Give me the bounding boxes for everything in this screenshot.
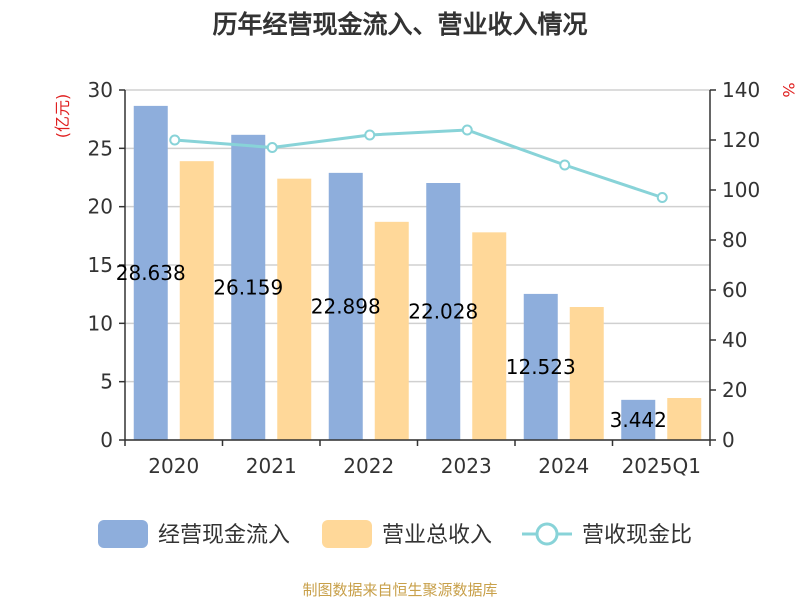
bar-data-label: 12.523 — [506, 355, 576, 379]
bar-revenue — [277, 178, 312, 440]
legend-swatch-cash-inflow — [98, 520, 148, 548]
right-tick-label: 80 — [722, 228, 747, 252]
legend-swatch-revenue — [322, 520, 372, 548]
bar-data-label: 22.898 — [311, 294, 381, 318]
legend-label-ratio: 营收现金比 — [582, 523, 692, 548]
legend: 经营现金流入 营业总收入 营收现金比 — [98, 520, 692, 548]
grid-lines — [125, 89, 710, 441]
bar-cash-inflow — [231, 134, 266, 441]
chart-title: 历年经营现金流入、营业收入情况 — [212, 10, 587, 39]
bar-revenue — [667, 398, 702, 440]
data-source-note: 制图数据来自恒生聚源数据库 — [302, 581, 497, 599]
bar-cash-inflow — [523, 293, 558, 440]
ratio-point — [169, 134, 181, 146]
left-tick-label: 10 — [88, 311, 113, 335]
left-tick-label: 5 — [100, 370, 113, 394]
left-tick-label: 20 — [88, 195, 113, 219]
bar-cash-inflow — [328, 172, 363, 440]
x-tick-label: 2023 — [441, 454, 492, 478]
legend-label-cash-inflow: 经营现金流入 — [158, 523, 290, 548]
right-tick-label: 20 — [722, 378, 747, 402]
right-tick-label: 120 — [722, 128, 760, 152]
right-axis-unit: % — [779, 82, 798, 97]
ratio-line-series — [169, 124, 668, 203]
left-axis-ticks: 0 5 10 15 20 25 30 — [88, 78, 125, 452]
bar-cash-inflow — [426, 183, 461, 441]
left-tick-label: 30 — [88, 78, 113, 102]
right-tick-label: 140 — [722, 78, 760, 102]
bar-cash-inflow — [621, 399, 656, 440]
ratio-point — [364, 129, 376, 141]
x-axis-ticks: 2020 2021 2022 2023 2024 2025Q1 — [124, 440, 711, 478]
right-tick-label: 40 — [722, 328, 747, 352]
left-tick-label: 15 — [88, 253, 113, 277]
bar-revenue — [472, 232, 507, 440]
ratio-point — [266, 142, 278, 153]
bar-data-label: 22.028 — [408, 300, 478, 324]
right-tick-label: 100 — [722, 178, 760, 202]
x-tick-label: 2024 — [538, 454, 589, 478]
left-tick-label: 25 — [88, 136, 113, 160]
x-tick-label: 2021 — [246, 454, 297, 478]
x-tick-label: 2020 — [148, 454, 199, 478]
bar-data-label: 3.442 — [610, 408, 667, 432]
ratio-point — [656, 192, 668, 203]
bar-revenue — [374, 221, 409, 440]
bar-revenue — [179, 161, 214, 440]
bar-revenue — [569, 307, 604, 440]
x-tick-label: 2022 — [343, 454, 394, 478]
bar-data-label: 28.638 — [116, 261, 186, 285]
bars — [133, 105, 702, 441]
right-tick-label: 60 — [722, 278, 747, 302]
ratio-point — [461, 124, 473, 136]
left-tick-label: 0 — [100, 428, 113, 452]
right-tick-label: 0 — [722, 428, 735, 452]
data-labels: 28.638 26.159 22.898 22.028 12.523 3.442 — [116, 261, 667, 432]
right-axis-ticks: 0 20 40 60 80 100 120 140 — [710, 78, 760, 452]
ratio-point — [559, 159, 571, 171]
legend-swatch-ratio-marker — [535, 522, 559, 546]
bar-cash-inflow — [133, 105, 168, 440]
bar-data-label: 26.159 — [213, 275, 283, 299]
left-axis-unit: (亿元) — [53, 94, 72, 139]
ratio-line — [174, 128, 663, 199]
legend-label-revenue: 营业总收入 — [382, 523, 492, 548]
x-tick-label: 2025Q1 — [622, 454, 701, 478]
